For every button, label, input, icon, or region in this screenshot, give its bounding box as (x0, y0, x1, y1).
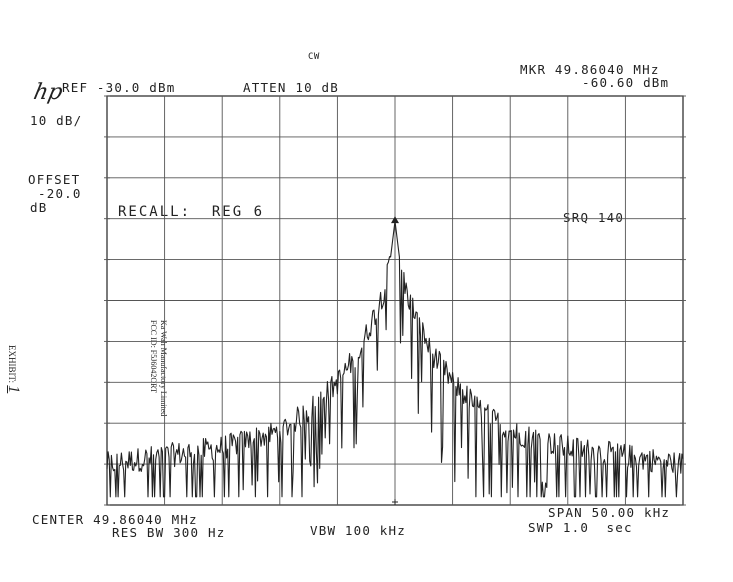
srq-annotation: SRQ 140 (563, 210, 625, 225)
marker-group (391, 216, 399, 505)
recall-annotation: RECALL: REG 6 (118, 204, 265, 220)
mode-label: CW (308, 52, 320, 62)
scale-label: 10 dB/ (30, 113, 83, 128)
sweep-time: SWP 1.0 sec (528, 520, 633, 535)
marker-frequency: MKR 49.86040 MHz (520, 62, 660, 77)
center-frequency: CENTER 49.86040 MHz (32, 512, 198, 527)
offset-label: OFFSET (28, 172, 81, 187)
res-bw: RES BW 300 Hz (112, 525, 226, 540)
ref-level: REF -30.0 dBm (62, 80, 176, 95)
offset-unit: dB (30, 200, 48, 215)
vbw: VBW 100 kHz (310, 523, 406, 538)
plot-grid (104, 95, 686, 506)
offset-value: -20.0 (38, 186, 82, 201)
marker-point (391, 216, 399, 224)
marker-level: -60.60 dBm (582, 75, 670, 90)
span: SPAN 50.00 kHz (548, 505, 671, 520)
atten-label: ATTEN 10 dB (243, 80, 339, 95)
